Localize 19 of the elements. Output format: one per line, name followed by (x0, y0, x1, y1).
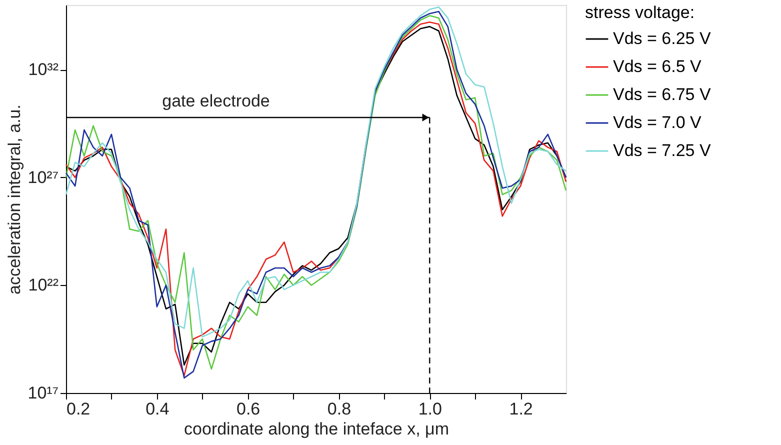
legend-title: stress voltage: (585, 3, 695, 22)
y-tick-label: 10²² (28, 276, 59, 295)
y-tick-label: 10³² (28, 60, 59, 80)
x-axis-title: coordinate along the inteface x, μm (184, 420, 449, 438)
x-tick-label: 0.6 (236, 400, 260, 418)
y-axis-title: acceleration integral, a.u. (4, 104, 24, 294)
y-tick-label: 10²⁷ (28, 168, 58, 187)
annotation: gate electrode (162, 92, 270, 111)
x-tick-label: 0.4 (146, 400, 170, 418)
legend-label: Vds = 6.5 V (613, 57, 702, 76)
legend-label: Vds = 6.75 V (613, 85, 712, 104)
x-tick-label: 1.0 (418, 400, 442, 418)
legend-label: Vds = 7.25 V (613, 141, 712, 160)
legend-label: Vds = 7.0 V (613, 113, 702, 132)
x-tick-label: 0.2 (66, 400, 90, 418)
x-tick-label: 1.2 (509, 400, 533, 418)
y-tick-label: 10¹⁷ (28, 384, 58, 402)
x-tick-label: 0.8 (327, 400, 352, 418)
legend-label: Vds = 6.25 V (613, 29, 712, 48)
